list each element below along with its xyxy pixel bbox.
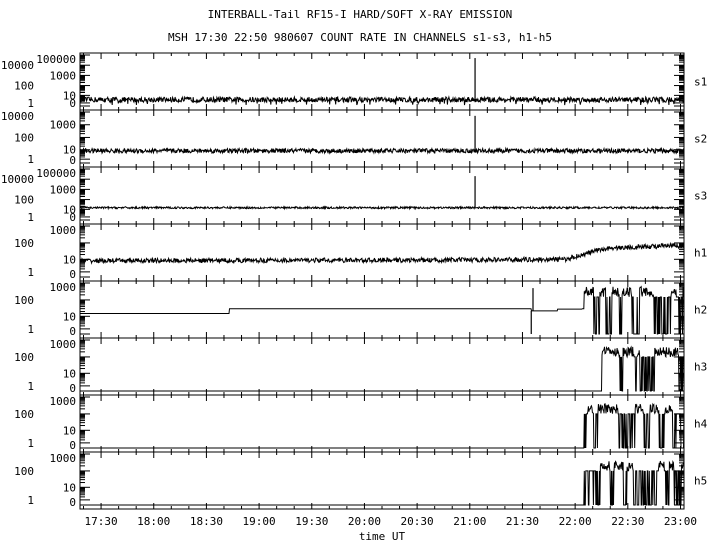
ytick-label-h4: 0: [69, 439, 76, 452]
ytick-label-s2: 100: [14, 131, 34, 144]
ytick-label-s1: 1: [27, 97, 34, 110]
ytick-label-h3: 100: [14, 351, 34, 364]
ytick-label-h3: 0: [69, 382, 76, 395]
ytick-label-s1: 10000: [1, 59, 34, 72]
xtick-label: 20:00: [348, 515, 381, 528]
xtick-label: 23:00: [664, 515, 697, 528]
ytick-label-h5: 0: [69, 496, 76, 509]
panel-label-h1: h1: [694, 247, 707, 260]
panel-label-s3: s3: [694, 190, 707, 203]
ytick-label-s2: 0: [69, 154, 76, 167]
panel-label-h5: h5: [694, 475, 707, 488]
ytick-label-h4: 1000: [50, 395, 77, 408]
ytick-label-h4: 10: [63, 424, 76, 437]
x-axis-label: time UT: [359, 530, 406, 543]
panel-label-h3: h3: [694, 361, 707, 374]
panel-label-h2: h2: [694, 304, 707, 317]
series-line-h5: [80, 459, 685, 506]
ytick-label-s3: 1: [27, 211, 34, 224]
panel-label-s1: s1: [694, 76, 707, 89]
ytick-label-h3: 10: [63, 367, 76, 380]
ytick-label-s2: 10: [63, 144, 76, 157]
panel-label-h4: h4: [694, 418, 708, 431]
ytick-label-s2: 10000: [1, 110, 34, 123]
ytick-label-s3: 100: [14, 194, 34, 207]
series-line-s2: [79, 146, 685, 155]
chart-title: INTERBALL-Tail RF15-I HARD/SOFT X-RAY EM…: [207, 8, 513, 21]
ytick-label-h5: 10: [63, 481, 76, 494]
series-line-s1: [79, 95, 685, 106]
xtick-label: 21:30: [506, 515, 539, 528]
ytick-label-h2: 10: [63, 310, 76, 323]
ytick-label-s2: 1000: [50, 119, 77, 132]
panel-frame-h3: [79, 337, 685, 396]
ytick-label-s3: 1000: [50, 183, 77, 196]
ytick-label-s1: 10: [63, 89, 76, 102]
ytick-label-h5: 1000: [50, 452, 77, 465]
ytick-label-s3: 10000: [1, 173, 34, 186]
series-line-s3: [79, 205, 685, 211]
ytick-label-h1: 1: [27, 266, 34, 279]
panel-frame-s3: [79, 166, 685, 225]
series-line-h2: [80, 285, 685, 335]
ytick-label-h1: 100: [14, 237, 34, 250]
ytick-label-h4: 1: [27, 437, 34, 450]
xtick-label: 19:30: [295, 515, 328, 528]
ytick-label-s1: 100000: [36, 53, 76, 66]
series-line-h1: [79, 241, 685, 265]
xtick-label: 17:30: [85, 515, 118, 528]
ytick-label-h2: 0: [69, 325, 76, 338]
ytick-label-h5: 100: [14, 465, 34, 478]
ytick-label-h5: 1: [27, 494, 34, 507]
xtick-label: 18:30: [190, 515, 223, 528]
xtick-label: 22:30: [611, 515, 644, 528]
xtick-label: 22:00: [559, 515, 592, 528]
ytick-label-h2: 100: [14, 294, 34, 307]
series-line-h4: [80, 402, 685, 449]
ytick-label-h3: 1000: [50, 338, 77, 351]
panel-label-s2: s2: [694, 133, 707, 146]
panel-frame-s2: [79, 109, 685, 168]
xtick-label: 19:00: [243, 515, 276, 528]
ytick-label-h1: 0: [69, 268, 76, 281]
xtick-label: 20:30: [401, 515, 434, 528]
ytick-label-s3: 10: [63, 203, 76, 216]
series-line-h3: [80, 345, 684, 392]
ytick-label-s2: 1: [27, 153, 34, 166]
ytick-label-s1: 100: [14, 80, 34, 93]
ytick-label-h3: 1: [27, 380, 34, 393]
ytick-label-h4: 100: [14, 408, 34, 421]
chart-subtitle: MSH 17:30 22:50 980607 COUNT RATE IN CHA…: [167, 31, 553, 44]
ytick-label-s3: 100000: [36, 167, 76, 180]
ytick-label-s3: 0: [69, 211, 76, 224]
ytick-label-s1: 1000: [50, 69, 77, 82]
xtick-label: 21:00: [453, 515, 486, 528]
ytick-label-h2: 1000: [50, 281, 77, 294]
ytick-label-s1: 0: [69, 97, 76, 110]
ytick-label-h1: 10: [63, 253, 76, 266]
ytick-label-h1: 1000: [50, 224, 77, 237]
ytick-label-h2: 1: [27, 323, 34, 336]
xtick-label: 18:00: [137, 515, 170, 528]
